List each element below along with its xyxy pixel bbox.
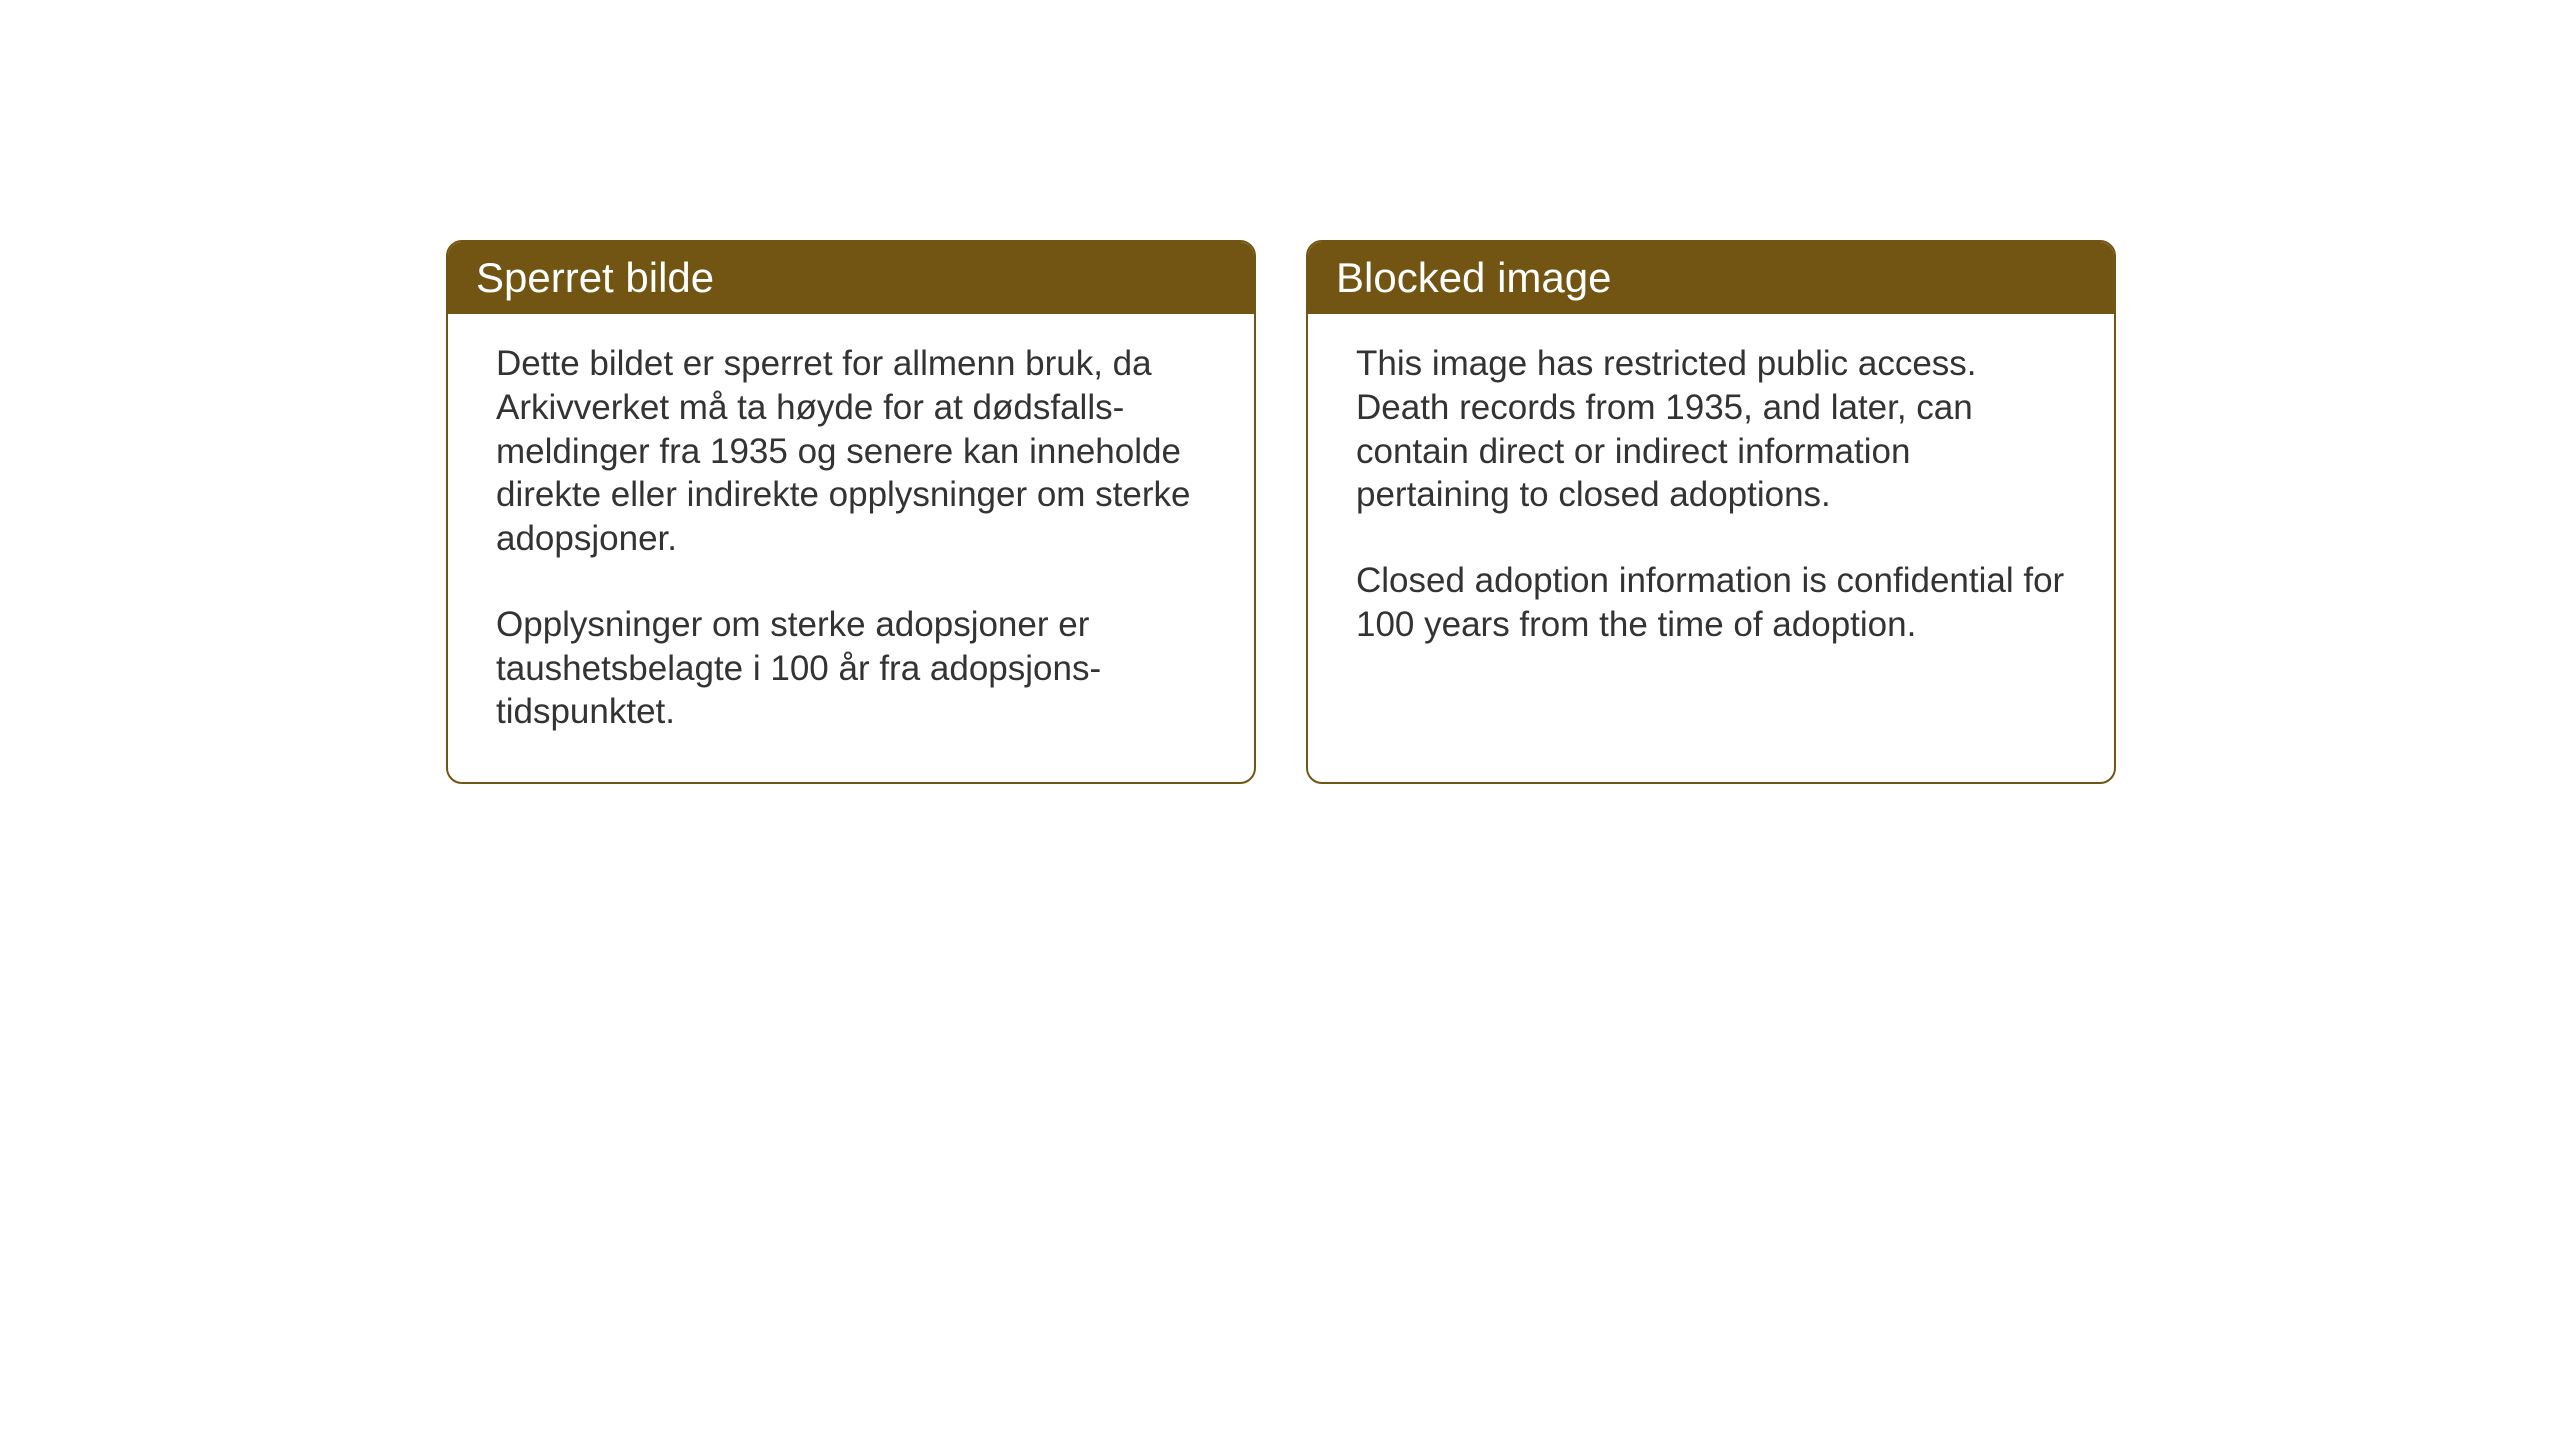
notice-paragraph-1-norwegian: Dette bildet er sperret for allmenn bruk… [496, 342, 1206, 561]
notice-paragraph-1-english: This image has restricted public access.… [1356, 342, 2066, 517]
notice-body-norwegian: Dette bildet er sperret for allmenn bruk… [448, 314, 1254, 782]
notice-paragraph-2-norwegian: Opplysninger om sterke adopsjoner er tau… [496, 603, 1206, 734]
notice-card-english: Blocked image This image has restricted … [1306, 240, 2116, 784]
notice-title-english: Blocked image [1336, 254, 1611, 301]
notice-body-english: This image has restricted public access.… [1308, 314, 2114, 695]
notice-paragraph-2-english: Closed adoption information is confident… [1356, 559, 2066, 647]
notice-header-norwegian: Sperret bilde [448, 242, 1254, 314]
notice-header-english: Blocked image [1308, 242, 2114, 314]
notice-card-norwegian: Sperret bilde Dette bildet er sperret fo… [446, 240, 1256, 784]
notice-title-norwegian: Sperret bilde [476, 254, 714, 301]
notice-container: Sperret bilde Dette bildet er sperret fo… [446, 240, 2116, 784]
